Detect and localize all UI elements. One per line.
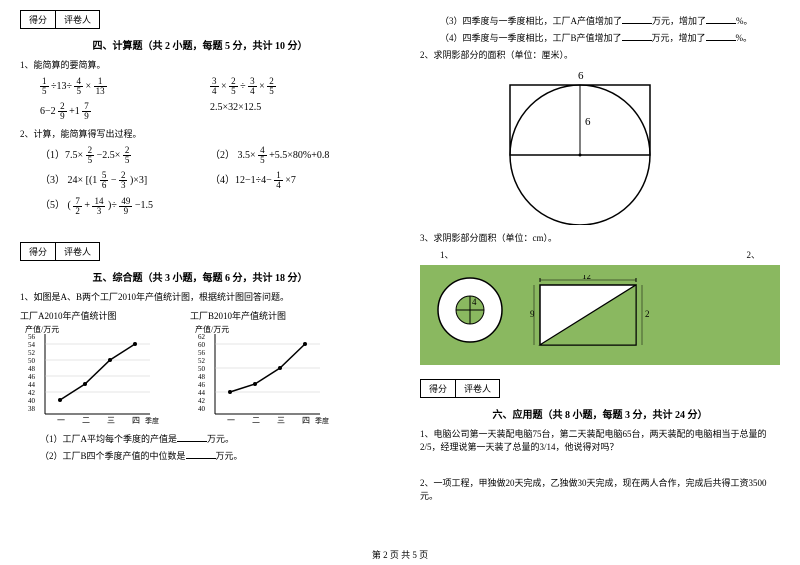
s4-q1: 1、能简算的要简算。 [20, 58, 380, 71]
s5-sub1: （1）工厂A平均每个季度的产值是万元。 [20, 432, 380, 445]
svg-text:44: 44 [28, 381, 36, 389]
svg-text:52: 52 [28, 349, 36, 357]
s5-q1: 1、如图是A、B两个工厂2010年产值统计图，根据统计图回答问题。 [20, 290, 380, 303]
svg-text:二: 二 [82, 416, 90, 424]
svg-text:9: 9 [530, 309, 535, 319]
chart-a-title: 工厂A2010年产值统计图 [20, 309, 160, 322]
svg-text:三: 三 [107, 416, 115, 424]
svg-text:三: 三 [277, 416, 285, 424]
q2-3: （3） 24× [(1 56 − 23 )×3] [40, 171, 210, 190]
s4-expr-row1: 15 ÷13÷ 45 × 113 34 × 25 ÷ 34 × 25 [20, 77, 380, 96]
svg-text:48: 48 [28, 365, 36, 373]
score-label: 得分 [421, 380, 456, 397]
s4-q2: 2、计算，能简算得写出过程。 [20, 127, 380, 140]
r-q3main: 3、求阴影部分面积（单位：cm）。 [420, 231, 780, 244]
expr1a: 15 ÷13÷ 45 × 113 [40, 77, 210, 96]
s6-q2: 2、一项工程，甲独做20天完成，乙独做30天完成，现在两人合作，完成后共得工资3… [420, 476, 780, 502]
svg-text:56: 56 [28, 333, 36, 341]
grader-label: 评卷人 [456, 380, 499, 397]
r-q3-sub1: 1、 [440, 248, 454, 261]
svg-text:2: 2 [645, 309, 650, 319]
section6-title: 六、应用题（共 8 小题，每题 3 分，共计 24 分） [420, 406, 780, 421]
svg-text:四: 四 [132, 416, 140, 424]
svg-text:48: 48 [198, 373, 206, 381]
right-column: （3）四季度与一季度相比，工厂A产值增加了万元，增加了%。 （4）四季度与一季度… [400, 0, 800, 565]
s6-q1: 1、电脑公司第一天装配电脑75台，第二天装配电脑65台，两天装配的电脑相当于总量… [420, 427, 780, 453]
s4-q2-row2: （3） 24× [(1 56 − 23 )×3] （4）12−1÷4− 14 ×… [20, 171, 380, 190]
svg-text:60: 60 [198, 341, 206, 349]
q2-5: （5） ( 72 + 143 )÷ 499 −1.5 [40, 196, 380, 215]
svg-text:46: 46 [28, 373, 36, 381]
grader-label: 评卷人 [56, 243, 99, 260]
svg-text:季度: 季度 [145, 416, 159, 424]
rect-figure: 12 2 9 [530, 275, 650, 355]
score-box-6: 得分 评卷人 [420, 379, 500, 398]
svg-text:一: 一 [227, 416, 235, 424]
svg-text:季度: 季度 [315, 416, 329, 424]
q2-4: （4）12−1÷4− 14 ×7 [210, 171, 380, 190]
chart-container: 工厂A2010年产值统计图 产值/万元 56 54 52 50 48 46 44… [20, 309, 380, 426]
score-label: 得分 [21, 243, 56, 260]
section5-title: 五、综合题（共 3 小题，每题 6 分，共计 18 分） [20, 269, 380, 284]
score-box-5: 得分 评卷人 [20, 242, 100, 261]
svg-text:二: 二 [252, 416, 260, 424]
svg-text:56: 56 [198, 349, 206, 357]
section4-title: 四、计算题（共 2 小题，每题 5 分，共计 10 分） [20, 37, 380, 52]
svg-text:62: 62 [198, 333, 206, 341]
page-footer: 第 2 页 共 5 页 [372, 548, 428, 561]
chart-a-svg: 产值/万元 56 54 52 50 48 46 44 42 40 38 [20, 324, 160, 424]
expr1d: 2.5×32×12.5 [210, 102, 380, 121]
q2-1: （1）7.5× 25 −2.5× 25 [40, 146, 210, 165]
r-q3-sub2: 2、 [746, 248, 760, 261]
svg-text:一: 一 [57, 416, 65, 424]
svg-text:40: 40 [198, 405, 206, 413]
s4-q2-row1: （1）7.5× 25 −2.5× 25 （2） 3.5× 45 +5.5×80%… [20, 146, 380, 165]
score-box-4: 得分 评卷人 [20, 10, 100, 29]
svg-text:四: 四 [302, 416, 310, 424]
ring-figure: 4 [430, 275, 510, 345]
left-column: 得分 评卷人 四、计算题（共 2 小题，每题 5 分，共计 10 分） 1、能简… [0, 0, 400, 565]
s4-expr-row2: 6−2 29 +1 79 2.5×32×12.5 [20, 102, 380, 121]
svg-text:54: 54 [28, 341, 36, 349]
chart-b-svg: 产值/万元 62 60 56 52 50 48 46 44 42 40 [190, 324, 330, 424]
label-top: 6 [578, 70, 584, 82]
expr1c: 34 × 25 ÷ 34 × 25 [210, 77, 380, 96]
q2-2: （2） 3.5× 45 +5.5×80%+0.8 [210, 146, 380, 165]
svg-text:50: 50 [198, 365, 206, 373]
svg-text:52: 52 [198, 357, 206, 365]
svg-text:38: 38 [28, 405, 36, 413]
svg-text:40: 40 [28, 397, 36, 405]
grader-label: 评卷人 [56, 11, 99, 28]
chart-b: 工厂B2010年产值统计图 产值/万元 62 60 56 52 50 48 46… [190, 309, 330, 426]
svg-text:44: 44 [198, 389, 206, 397]
s5-sub2: （2）工厂B四个季度产值的中位数是万元。 [20, 449, 380, 462]
svg-text:4: 4 [472, 297, 477, 307]
expr1b: 6−2 29 +1 79 [40, 102, 210, 121]
svg-text:46: 46 [198, 381, 206, 389]
chart-a: 工厂A2010年产值统计图 产值/万元 56 54 52 50 48 46 44… [20, 309, 160, 426]
green-figures: 4 12 2 9 [420, 265, 780, 365]
r-q3: （3）四季度与一季度相比，工厂A产值增加了万元，增加了%。 [420, 14, 780, 27]
svg-text:12: 12 [582, 275, 591, 281]
r-q4: （4）四季度与一季度相比，工厂B产值增加了万元，增加了%。 [420, 31, 780, 44]
svg-text:42: 42 [198, 397, 206, 405]
chart-b-title: 工厂B2010年产值统计图 [190, 309, 330, 322]
svg-text:42: 42 [28, 389, 36, 397]
svg-text:50: 50 [28, 357, 36, 365]
s4-q2-row3: （5） ( 72 + 143 )÷ 499 −1.5 [20, 196, 380, 215]
circle-figure: 6 6 [460, 65, 720, 225]
score-label: 得分 [21, 11, 56, 28]
r-q2main: 2、求阴影部分的面积（单位：厘米）。 [420, 48, 780, 61]
label-radius: 6 [585, 116, 591, 128]
